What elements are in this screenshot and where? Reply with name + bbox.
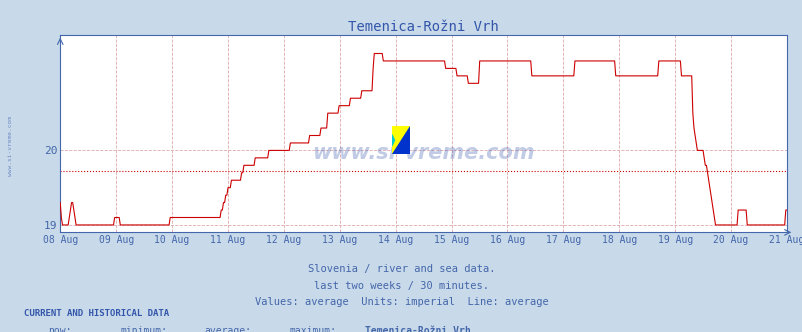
- Text: Values: average  Units: imperial  Line: average: Values: average Units: imperial Line: av…: [254, 297, 548, 307]
- Polygon shape: [391, 135, 394, 146]
- Text: last two weeks / 30 minutes.: last two weeks / 30 minutes.: [314, 281, 488, 290]
- Text: average:: average:: [205, 326, 252, 332]
- Text: www.si-vreme.com: www.si-vreme.com: [312, 143, 534, 163]
- Text: now:: now:: [48, 326, 71, 332]
- Text: minimum:: minimum:: [120, 326, 168, 332]
- Text: maximum:: maximum:: [289, 326, 336, 332]
- Title: Temenica-Rožni Vrh: Temenica-Rožni Vrh: [348, 20, 498, 34]
- Text: www.si-vreme.com: www.si-vreme.com: [8, 116, 13, 176]
- Polygon shape: [391, 126, 409, 154]
- Text: CURRENT AND HISTORICAL DATA: CURRENT AND HISTORICAL DATA: [24, 309, 169, 318]
- Text: Slovenia / river and sea data.: Slovenia / river and sea data.: [307, 264, 495, 274]
- Polygon shape: [391, 126, 409, 154]
- Text: Temenica-Rožni Vrh: Temenica-Rožni Vrh: [365, 326, 471, 332]
